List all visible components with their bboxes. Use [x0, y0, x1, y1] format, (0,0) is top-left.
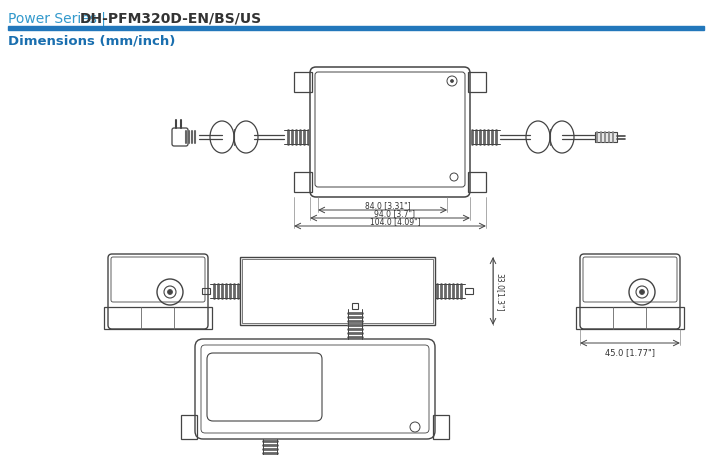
Bar	[240, 258, 435, 325]
Bar	[242, 259, 433, 324]
Bar	[104, 307, 212, 329]
Bar	[468, 172, 486, 192]
Circle shape	[451, 81, 454, 83]
Text: 94.0 [3.7"]: 94.0 [3.7"]	[375, 208, 416, 217]
Text: 84.0 [3.31"]: 84.0 [3.31"]	[365, 201, 410, 210]
Text: Power Series |: Power Series |	[8, 12, 110, 26]
Bar	[202, 288, 210, 294]
Text: DH-PFM320D-EN/BS/US: DH-PFM320D-EN/BS/US	[80, 12, 262, 26]
Text: 104.0 [4.09"]: 104.0 [4.09"]	[370, 217, 420, 226]
Bar	[465, 288, 473, 294]
Bar	[595, 133, 617, 143]
Bar	[576, 307, 684, 329]
Bar	[8, 27, 704, 31]
Bar	[433, 415, 449, 439]
Bar	[468, 73, 486, 93]
Circle shape	[167, 290, 172, 295]
Bar	[294, 73, 312, 93]
Bar	[294, 172, 312, 192]
Bar	[352, 303, 358, 309]
Circle shape	[639, 290, 644, 295]
Text: 45.0 [1.77"]: 45.0 [1.77"]	[605, 347, 655, 356]
Text: 33.0[1.3"]: 33.0[1.3"]	[495, 272, 504, 311]
Text: Dimensions (mm/inch): Dimensions (mm/inch)	[8, 34, 175, 47]
Bar	[181, 415, 197, 439]
